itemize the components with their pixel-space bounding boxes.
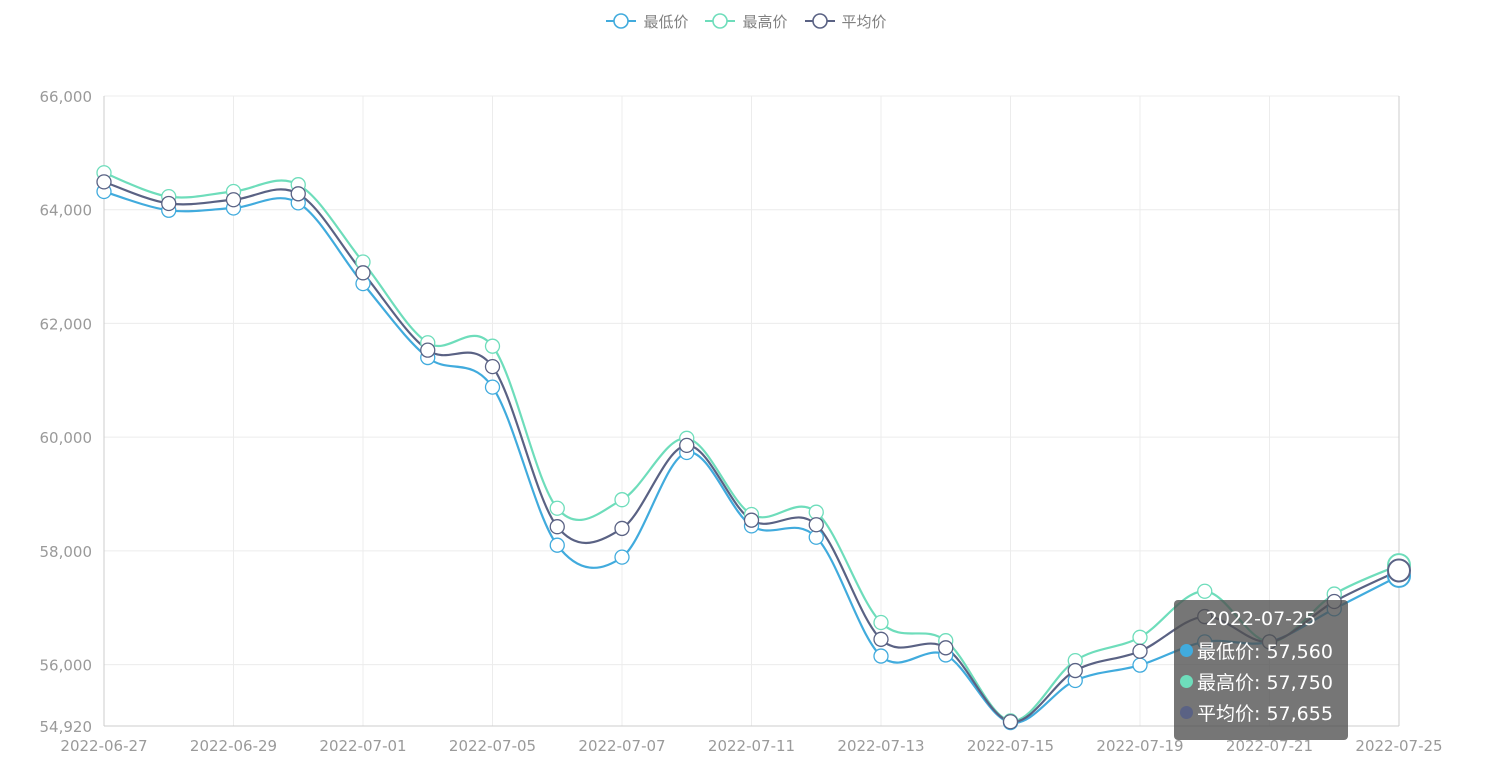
data-point-average[interactable]: [355, 265, 371, 281]
data-point-highest[interactable]: [549, 500, 565, 516]
tooltip-dot: [1180, 644, 1193, 657]
series-points[interactable]: [96, 165, 1411, 731]
data-point-highest[interactable]: [484, 338, 501, 354]
legend-item-average[interactable]: 平均价: [804, 11, 887, 32]
data-point-average[interactable]: [938, 640, 954, 656]
x-tick-label: 2022-07-21: [1226, 737, 1313, 755]
data-point-highest[interactable]: [873, 614, 889, 631]
x-tick-label: 2022-07-11: [708, 737, 795, 755]
tooltip-value: 最高价: 57,750: [1197, 672, 1333, 694]
legend-label: 最高价: [742, 12, 788, 31]
data-point-average[interactable]: [225, 192, 242, 208]
x-tick-label: 2022-07-19: [1096, 737, 1183, 755]
legend-label: 平均价: [841, 12, 887, 31]
x-tick-label: 2022-07-07: [578, 737, 665, 755]
data-point-average[interactable]: [96, 174, 112, 190]
x-tick-label: 2022-07-13: [837, 737, 924, 755]
tooltip-title: 2022-07-25: [1205, 608, 1317, 630]
data-point-highest[interactable]: [1197, 583, 1213, 599]
x-tick-label: 2022-07-15: [967, 737, 1054, 755]
y-tick-label: 62,000: [40, 315, 93, 333]
legend-swatch-icon: [804, 13, 835, 29]
x-tick-label: 2022-06-27: [60, 737, 147, 755]
tooltip-value: 平均价: 57,655: [1197, 703, 1333, 725]
legend-item-lowest[interactable]: 最低价: [605, 11, 688, 32]
data-point-average[interactable]: [614, 520, 630, 537]
legend-swatch-icon: [705, 13, 736, 29]
y-tick-label: 64,000: [40, 202, 93, 220]
y-tick-label: 54,920: [40, 718, 93, 736]
legend-label: 最低价: [643, 12, 689, 31]
data-point-highest[interactable]: [1132, 629, 1148, 645]
data-point-lowest[interactable]: [549, 537, 565, 553]
data-point-average[interactable]: [743, 512, 760, 528]
tooltip-row-average: 平均价: 57,655: [1180, 697, 1342, 728]
data-point-average[interactable]: [1002, 714, 1019, 730]
tooltip-row-highest: 最高价: 57,750: [1180, 666, 1342, 697]
x-tick-label: 2022-07-01: [319, 737, 406, 755]
tooltip-dot: [1180, 675, 1193, 688]
tooltip-row-lowest: 最低价: 57,560: [1180, 635, 1342, 666]
legend: 最低价 最高价 平均价: [0, 8, 1492, 34]
data-point-highest[interactable]: [614, 492, 630, 508]
x-tick-label: 2022-06-29: [190, 737, 277, 755]
data-point-average[interactable]: [420, 342, 436, 358]
series-line-lowest: [103, 190, 1400, 724]
data-point-average[interactable]: [679, 437, 695, 454]
data-point-average[interactable]: [1387, 558, 1411, 583]
data-point-lowest[interactable]: [873, 648, 889, 664]
data-point-lowest[interactable]: [1132, 657, 1148, 673]
series-line-average: [103, 180, 1400, 723]
grid: [104, 95, 1399, 726]
data-point-average[interactable]: [484, 358, 501, 375]
data-point-average[interactable]: [161, 195, 177, 212]
tooltip-value: 最低价: 57,560: [1197, 641, 1333, 663]
data-point-average[interactable]: [549, 519, 565, 535]
data-point-average[interactable]: [873, 631, 889, 647]
data-point-average[interactable]: [1132, 643, 1148, 659]
x-tick-label: 2022-07-25: [1355, 737, 1442, 755]
data-point-average[interactable]: [808, 517, 824, 533]
x-tick-label: 2022-07-05: [449, 737, 536, 755]
data-point-lowest[interactable]: [484, 379, 501, 395]
y-tick-label: 58,000: [40, 543, 93, 561]
legend-item-highest[interactable]: 最高价: [704, 11, 788, 32]
data-point-lowest[interactable]: [614, 549, 630, 565]
y-tick-label: 56,000: [40, 657, 93, 675]
y-tick-label: 60,000: [40, 429, 93, 447]
legend-swatch-icon: [606, 13, 637, 29]
tick-labels: 54,920 56,000 58,000 60,000 62,000 64,000 66,0…: [40, 88, 1443, 755]
y-tick-label: 66,000: [40, 88, 93, 106]
tooltip: 2022-07-25 最低价: 57,560 最高价: 57,750 平均价: …: [1174, 600, 1348, 740]
data-point-average[interactable]: [290, 186, 306, 202]
data-point-average[interactable]: [1067, 662, 1083, 679]
tooltip-dot: [1180, 706, 1193, 719]
